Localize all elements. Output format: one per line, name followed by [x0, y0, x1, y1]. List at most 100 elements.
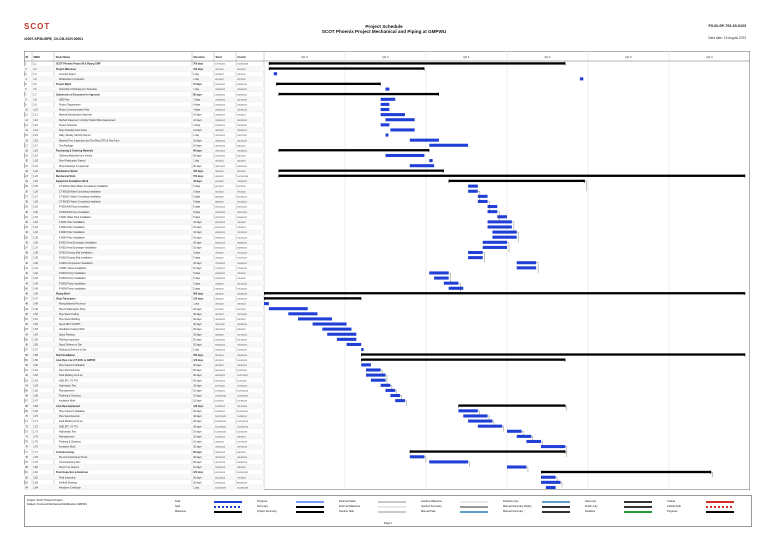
- task-bar: [385, 153, 425, 158]
- task-bar: [541, 445, 566, 449]
- task-start: 3/1/2022: [215, 314, 224, 316]
- dependency-link: [521, 431, 524, 437]
- timeline-label: Qtr 4: [706, 55, 713, 59]
- legend-item: External Tasks: [339, 499, 406, 504]
- task-duration: 10 days: [193, 241, 202, 244]
- legend-item: Manual Summary: [503, 509, 570, 514]
- task-duration: 1 day: [193, 349, 200, 352]
- task-finish: 8/7/2022: [237, 79, 246, 81]
- task-finish: 11/11/2022: [237, 375, 248, 377]
- legend-swatch: [542, 505, 570, 508]
- task-name: Shop Drawing Submission: [59, 129, 88, 132]
- legend-item: Deadline: [585, 509, 652, 514]
- legend-label: Start-only: [585, 500, 597, 503]
- summary-cap-start: [268, 67, 271, 71]
- task-wbs: 1.77: [33, 451, 38, 454]
- legend-swatch: [214, 510, 242, 513]
- task-wbs: 1.84: [33, 487, 38, 490]
- task-wbs: 1.10: [33, 109, 38, 112]
- task-name: Pipe Spool Welding: [59, 318, 80, 321]
- legend-swatch: [460, 500, 488, 503]
- task-name: Project Organization: [59, 104, 81, 107]
- dependency-link: [385, 380, 388, 386]
- dependency-link: [404, 400, 407, 406]
- task-duration: 40 days: [193, 420, 202, 423]
- task-wbs: 1.24: [33, 180, 38, 183]
- task-finish: 9/23/2022: [237, 365, 248, 367]
- task-duration: 10 days: [193, 441, 202, 444]
- task-start: 2/4/2022: [215, 304, 224, 306]
- task-wbs: 1.46: [33, 292, 38, 295]
- task-id: 55: [25, 338, 28, 341]
- task-duration: 30 days: [193, 461, 202, 464]
- legend-item: Duration-only: [503, 499, 570, 504]
- task-id: 52: [25, 323, 28, 326]
- task-start: 2/4/2022: [215, 171, 224, 173]
- task-name: Test Package: [59, 144, 74, 147]
- task-duration: 700 days: [193, 175, 204, 178]
- task-wbs: 1.19: [33, 155, 38, 158]
- legend-swatch: [296, 500, 324, 503]
- task-id: 67: [25, 400, 28, 403]
- title-line-2: SCOT Phoenix Project Mechanical and Pipi…: [321, 29, 447, 35]
- task-name: Purchasing & Ordering Materials: [56, 149, 94, 152]
- task-name: Equipment Installation Work: [56, 180, 89, 183]
- task-wbs: 1.4: [33, 78, 37, 81]
- task-name: F-9002 Filter Installation: [59, 226, 85, 229]
- legend-column: Duration-only Manual Summary Rollup Manual…: [503, 499, 570, 514]
- legend-label: Manual Task: [421, 510, 436, 513]
- legend-label: Inactive Summary: [421, 505, 442, 508]
- task-name: CT-9001D Water Circulating Installation: [59, 201, 102, 204]
- task-name: Project Communication Plan: [59, 109, 90, 112]
- task-name: Piping Work: [56, 292, 71, 295]
- task-name: Mechanical Work: [56, 175, 76, 178]
- task-wbs: 1.21: [33, 165, 38, 168]
- task-duration: 5 days: [193, 195, 201, 198]
- task-start: 3/20/2023: [215, 457, 226, 459]
- dependency-link: [502, 426, 504, 432]
- legend-item: Manual Task: [421, 509, 488, 514]
- task-duration: 5 days: [193, 190, 201, 193]
- task-id: 2: [25, 68, 27, 71]
- task-bar: [385, 133, 389, 137]
- row-stripe: [24, 239, 264, 245]
- task-wbs: 1.48: [33, 303, 38, 306]
- row-stripe: [24, 168, 264, 174]
- row-stripe: [24, 331, 264, 337]
- column-header-task-name: Task Name: [56, 55, 71, 59]
- task-name: T-9001 Water Tank Installation: [59, 216, 92, 219]
- task-id: 20: [25, 160, 28, 163]
- task-id: 56: [25, 344, 28, 347]
- task-wbs: 1.71: [33, 420, 38, 423]
- task-name: Handover Certificate: [59, 487, 81, 490]
- summary-cap-start: [278, 149, 281, 153]
- task-bar: [516, 261, 537, 265]
- task-start: 2/21/2022: [215, 150, 226, 152]
- task-bar: [273, 72, 278, 76]
- summary-bar: [278, 149, 430, 152]
- task-wbs: 1.2: [33, 68, 37, 71]
- legend-item: Start-only: [585, 499, 652, 504]
- summary-bar: [268, 67, 425, 70]
- task-id: 5: [25, 83, 27, 86]
- task-wbs: 1.56: [33, 344, 38, 347]
- task-start: 7/10/2023: [215, 482, 226, 484]
- task-id: 62: [25, 374, 28, 377]
- row-stripe: [24, 117, 264, 123]
- task-name: Project Mgmt: [56, 83, 71, 86]
- legend-item: External Milestone: [339, 504, 406, 509]
- dependency-link: [711, 471, 713, 478]
- legend-label: Split: [175, 505, 181, 508]
- legend-item: Manual Summary Rollup: [503, 504, 570, 509]
- row-stripe: [24, 229, 264, 235]
- task-name: Pre-Commissioning Check: [59, 456, 88, 459]
- task-wbs: 1.49: [33, 308, 38, 311]
- task-bar: [477, 199, 488, 203]
- task-bar: [429, 143, 469, 147]
- task-id: 65: [25, 390, 28, 393]
- task-bar: [507, 429, 522, 433]
- legend-item: Progress: [257, 499, 324, 504]
- task-id: 74: [25, 435, 28, 438]
- task-wbs: 1.20: [33, 160, 38, 163]
- task-name: Area Pipe Equipment: [56, 405, 80, 408]
